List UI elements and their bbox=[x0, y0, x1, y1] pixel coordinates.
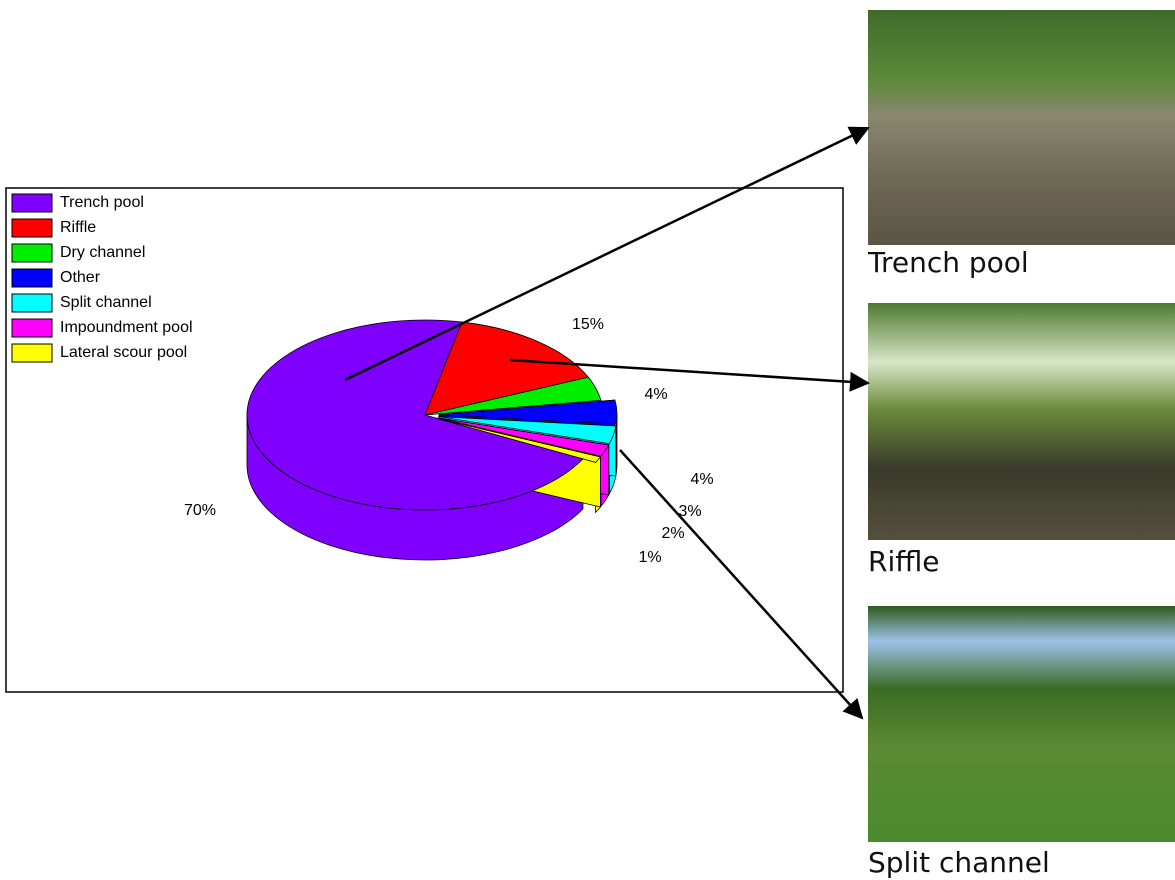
legend-swatch bbox=[11, 243, 53, 263]
data-label: 15% bbox=[572, 316, 604, 333]
photo-caption: Riffle bbox=[868, 545, 940, 578]
legend-label: Split channel bbox=[60, 294, 152, 311]
photo bbox=[868, 10, 1175, 245]
arrow bbox=[509, 358, 870, 392]
photo-caption: Trench pool bbox=[868, 246, 1029, 279]
arrow bbox=[344, 126, 870, 382]
legend-label: Dry channel bbox=[60, 244, 145, 261]
data-label: 1% bbox=[638, 549, 661, 566]
photo bbox=[868, 303, 1175, 540]
legend-label: Impoundment pool bbox=[60, 319, 193, 336]
legend-label: Lateral scour pool bbox=[60, 344, 187, 361]
legend-label: Trench pool bbox=[60, 194, 144, 211]
data-label: 2% bbox=[661, 525, 684, 542]
data-label: 3% bbox=[678, 503, 701, 520]
legend-swatch bbox=[11, 218, 53, 238]
photo bbox=[868, 606, 1175, 842]
legend-swatch bbox=[11, 293, 53, 313]
slice bbox=[437, 418, 602, 463]
slice bbox=[438, 399, 618, 425]
legend-swatch bbox=[11, 318, 53, 338]
legend-label: Other bbox=[60, 269, 101, 286]
legend: Trench pool Riffle Dry channel Other Split c… bbox=[11, 193, 193, 363]
legend-label: Riffle bbox=[60, 219, 96, 236]
data-label: 4% bbox=[644, 386, 667, 403]
legend-swatch bbox=[11, 343, 53, 363]
data-label: 4% bbox=[690, 471, 713, 488]
data-label: 70% bbox=[184, 502, 216, 519]
slice bbox=[438, 416, 617, 445]
photo-caption: Split channel bbox=[868, 846, 1050, 879]
slice bbox=[246, 319, 584, 511]
slice bbox=[424, 321, 590, 416]
slice bbox=[424, 376, 602, 416]
chart-frame bbox=[5, 187, 844, 693]
slice bbox=[438, 417, 610, 457]
arrow bbox=[619, 449, 864, 720]
legend-swatch bbox=[11, 268, 53, 288]
pie: 70% 15% 4% 4% 3% 2%1% bbox=[184, 316, 714, 566]
legend-swatch bbox=[11, 193, 53, 213]
